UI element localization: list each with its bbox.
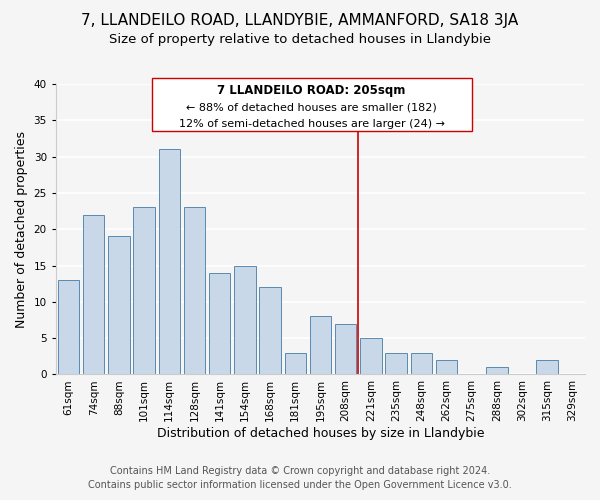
Bar bbox=[410, 352, 432, 374]
X-axis label: Distribution of detached houses by size in Llandybie: Distribution of detached houses by size … bbox=[157, 427, 484, 440]
Bar bbox=[436, 360, 457, 374]
Y-axis label: Number of detached properties: Number of detached properties bbox=[15, 130, 28, 328]
Text: ← 88% of detached houses are smaller (182): ← 88% of detached houses are smaller (18… bbox=[186, 102, 437, 112]
Text: Contains HM Land Registry data © Crown copyright and database right 2024.
Contai: Contains HM Land Registry data © Crown c… bbox=[88, 466, 512, 490]
Text: 12% of semi-detached houses are larger (24) →: 12% of semi-detached houses are larger (… bbox=[179, 119, 445, 129]
Bar bbox=[58, 280, 79, 374]
Bar bbox=[360, 338, 382, 374]
Bar bbox=[259, 288, 281, 374]
Bar bbox=[158, 150, 180, 374]
Bar bbox=[486, 367, 508, 374]
Bar bbox=[108, 236, 130, 374]
Bar bbox=[310, 316, 331, 374]
Bar bbox=[234, 266, 256, 374]
Bar bbox=[184, 208, 205, 374]
Bar bbox=[133, 208, 155, 374]
Text: 7 LLANDEILO ROAD: 205sqm: 7 LLANDEILO ROAD: 205sqm bbox=[217, 84, 406, 97]
Bar bbox=[209, 273, 230, 374]
Bar bbox=[284, 352, 306, 374]
Bar bbox=[83, 214, 104, 374]
Text: 7, LLANDEILO ROAD, LLANDYBIE, AMMANFORD, SA18 3JA: 7, LLANDEILO ROAD, LLANDYBIE, AMMANFORD,… bbox=[82, 12, 518, 28]
Bar bbox=[335, 324, 356, 374]
FancyBboxPatch shape bbox=[152, 78, 472, 131]
Bar bbox=[385, 352, 407, 374]
Text: Size of property relative to detached houses in Llandybie: Size of property relative to detached ho… bbox=[109, 32, 491, 46]
Bar bbox=[536, 360, 558, 374]
